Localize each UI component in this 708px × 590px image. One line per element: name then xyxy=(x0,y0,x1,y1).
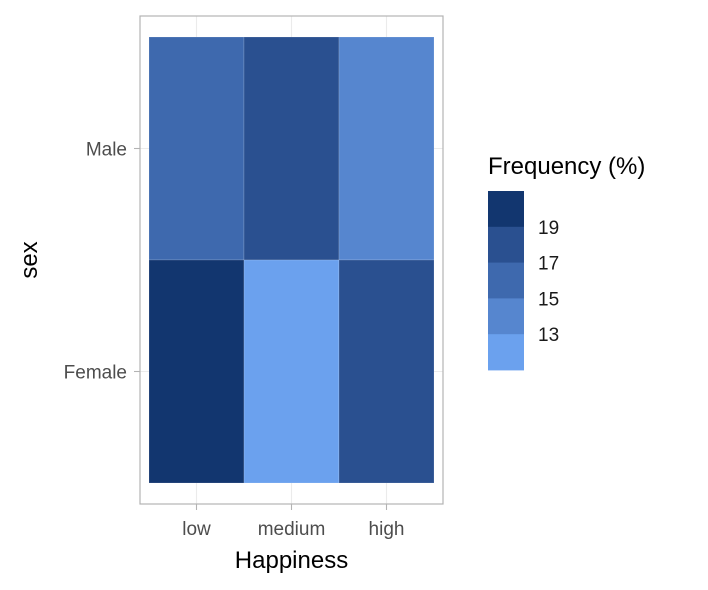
cell-female-high xyxy=(338,259,435,484)
x-tick-label-medium: medium xyxy=(258,519,326,540)
cell-female-medium xyxy=(243,259,340,484)
legend-label-17: 17 xyxy=(538,254,559,275)
y-axis-title: sex xyxy=(16,241,43,278)
cell-male-medium xyxy=(243,36,340,261)
cell-male-low xyxy=(148,36,245,261)
x-tick-label-low: low xyxy=(182,519,211,540)
legend-bin-5 xyxy=(488,334,524,371)
legend-label-19: 19 xyxy=(538,218,559,239)
y-tick-label-female: Female xyxy=(64,363,127,384)
x-axis-title: Happiness xyxy=(235,547,348,574)
cell-male-high xyxy=(338,36,435,261)
legend-bin-1 xyxy=(488,191,524,228)
heatmap-cells xyxy=(148,36,435,484)
cell-female-low xyxy=(148,259,245,484)
axis-ticks: low medium high Male Female xyxy=(64,140,405,541)
x-tick-label-high: high xyxy=(369,519,405,540)
legend-title: Frequency (%) xyxy=(488,153,645,180)
legend-bin-4 xyxy=(488,298,524,335)
y-tick-label-male: Male xyxy=(86,140,127,161)
legend-labels: 19 17 15 13 xyxy=(538,218,559,346)
legend-color-bar xyxy=(488,191,524,371)
legend: Frequency (%) 19 17 15 13 xyxy=(488,153,645,371)
legend-label-13: 13 xyxy=(538,325,559,346)
legend-bin-2 xyxy=(488,226,524,263)
legend-bin-3 xyxy=(488,262,524,299)
legend-label-15: 15 xyxy=(538,289,559,310)
